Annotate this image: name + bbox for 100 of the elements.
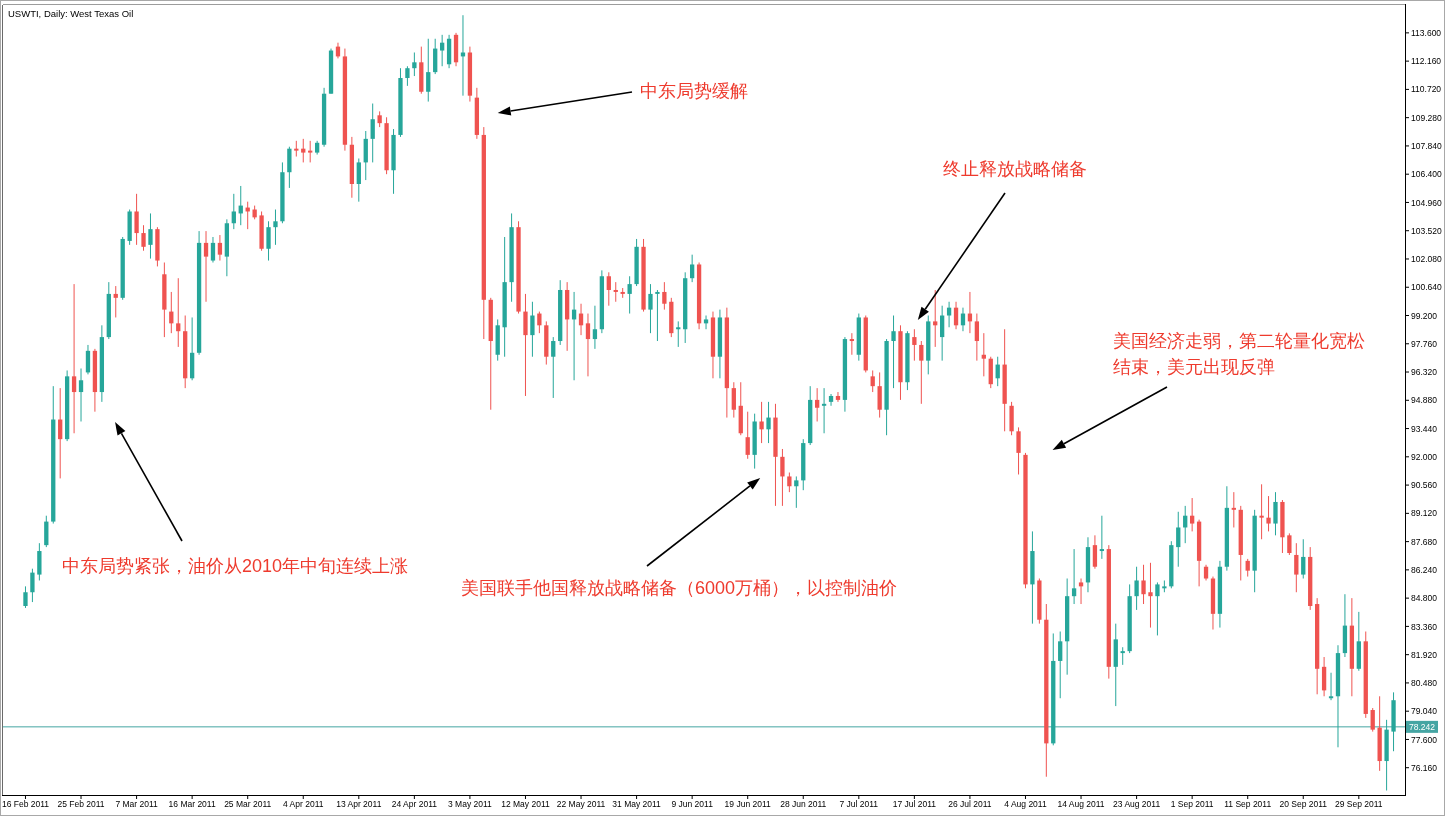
y-tick-label: 102.080 — [1411, 254, 1442, 265]
candlestick — [1266, 495, 1271, 532]
candlestick — [759, 401, 764, 444]
candlestick — [356, 157, 361, 203]
y-tick-label: 104.960 — [1411, 197, 1442, 208]
candlestick — [1092, 534, 1098, 570]
y-tick-label: 109.280 — [1411, 112, 1442, 123]
candlestick — [933, 289, 938, 348]
candlestick — [849, 332, 855, 356]
candlestick — [530, 301, 535, 358]
x-tick-label: 20 Sep 2011 — [1279, 799, 1328, 809]
candlestick — [870, 369, 875, 393]
candlestick — [412, 52, 417, 77]
candlestick — [148, 212, 153, 260]
candlestick — [794, 475, 799, 509]
x-tick-label: 24 Apr 2011 — [391, 799, 438, 809]
x-tick-label: 23 Aug 2011 — [1113, 799, 1161, 809]
candlestick — [301, 138, 306, 163]
y-tick-label: 97.760 — [1411, 338, 1438, 349]
candlestick — [363, 130, 368, 181]
y-tick-label: 100.640 — [1411, 282, 1442, 293]
candlestick — [891, 315, 896, 389]
y-tick-label: 77.600 — [1411, 734, 1438, 745]
candlestick — [731, 381, 736, 419]
y-tick-label: 96.320 — [1411, 367, 1438, 378]
candlestick — [78, 368, 84, 422]
candlestick — [1176, 511, 1181, 568]
x-tick-label: 14 Aug 2011 — [1057, 799, 1105, 809]
x-tick-label: 3 May 2011 — [448, 799, 493, 809]
candlestick — [877, 371, 882, 419]
candlestick — [551, 336, 556, 399]
x-tick-label: 4 Apr 2011 — [283, 799, 324, 809]
x-tick-label: 16 Mar 2011 — [168, 799, 216, 809]
candlestick — [308, 140, 313, 163]
x-tick-label: 25 Feb 2011 — [57, 799, 105, 809]
candlestick — [113, 285, 118, 318]
x-tick-label: 26 Jul 2011 — [948, 799, 992, 809]
y-tick-label: 99.200 — [1411, 310, 1438, 321]
candlestick — [1155, 581, 1160, 636]
y-tick-label: 93.440 — [1411, 423, 1438, 434]
x-tick-label: 16 Feb 2011 — [1, 799, 50, 809]
candlestick — [217, 234, 223, 262]
x-tick-label: 1 Sep 2011 — [1170, 799, 1214, 809]
candlestick — [1016, 426, 1021, 475]
candlestick — [821, 387, 827, 434]
candlestick — [1148, 562, 1153, 629]
y-tick-label: 106.400 — [1411, 169, 1442, 180]
annotation: 美国联手他国释放战略储备（6000万桶），以控制油价 — [461, 578, 898, 598]
candlestick — [912, 328, 917, 362]
candlestick — [919, 340, 924, 405]
candlestick — [537, 311, 542, 334]
candlestick — [1078, 578, 1084, 605]
candlestick — [1294, 542, 1299, 593]
candlestick — [1099, 515, 1105, 560]
candlestick — [30, 568, 35, 603]
candlestick — [585, 313, 591, 377]
y-tick-label: 84.800 — [1411, 593, 1438, 604]
y-tick-label: 81.920 — [1411, 649, 1438, 660]
x-tick-label: 9 Jun 2011 — [671, 799, 714, 809]
candlestick — [662, 281, 667, 311]
candlestick — [23, 585, 28, 609]
candlestick — [44, 515, 49, 548]
candlestick — [974, 313, 980, 362]
annotation: 中东局势缓解 — [640, 81, 748, 101]
candlestick — [1141, 564, 1146, 605]
y-tick-label: 80.480 — [1411, 678, 1438, 689]
candlestick — [134, 193, 139, 246]
candlestick — [1370, 707, 1375, 733]
candlestick — [676, 320, 681, 348]
candlestick — [203, 230, 209, 303]
candlestick — [266, 220, 271, 262]
candlestick — [766, 401, 771, 444]
candlestick — [648, 283, 653, 334]
candlestick — [1301, 538, 1306, 580]
candlestick — [592, 305, 598, 350]
annotation: 中东局势紧张，油价从2010年中旬连续上涨 — [62, 556, 409, 576]
y-tick-label: 76.160 — [1411, 762, 1438, 773]
candlestick — [940, 305, 945, 362]
candlestick — [780, 448, 785, 507]
ref-line-label: 78.242 — [1409, 721, 1436, 732]
candlestick — [1071, 548, 1077, 605]
y-tick-label: 89.120 — [1411, 508, 1438, 519]
candlestick — [426, 38, 431, 103]
candlestick — [655, 289, 660, 342]
y-tick-label: 90.560 — [1411, 480, 1438, 491]
candlestick — [1134, 566, 1139, 611]
candlestick — [835, 391, 841, 403]
y-tick-label: 79.040 — [1411, 706, 1438, 717]
candlestick — [71, 283, 77, 434]
x-tick-label: 17 Jul 2011 — [892, 799, 937, 809]
y-tick-label: 92.000 — [1411, 451, 1438, 462]
annotation: 美国经济走弱，第二轮量化宽松结束，美元出现反弹 — [1113, 331, 1365, 377]
candlestick — [828, 393, 834, 407]
x-tick-label: 7 Mar 2011 — [115, 799, 159, 809]
candlestick — [787, 472, 792, 493]
candlestick — [85, 344, 91, 375]
candlestick — [141, 224, 146, 252]
candlestick — [606, 271, 611, 307]
candlestick — [1287, 532, 1292, 556]
y-tick-label: 94.880 — [1411, 395, 1438, 406]
